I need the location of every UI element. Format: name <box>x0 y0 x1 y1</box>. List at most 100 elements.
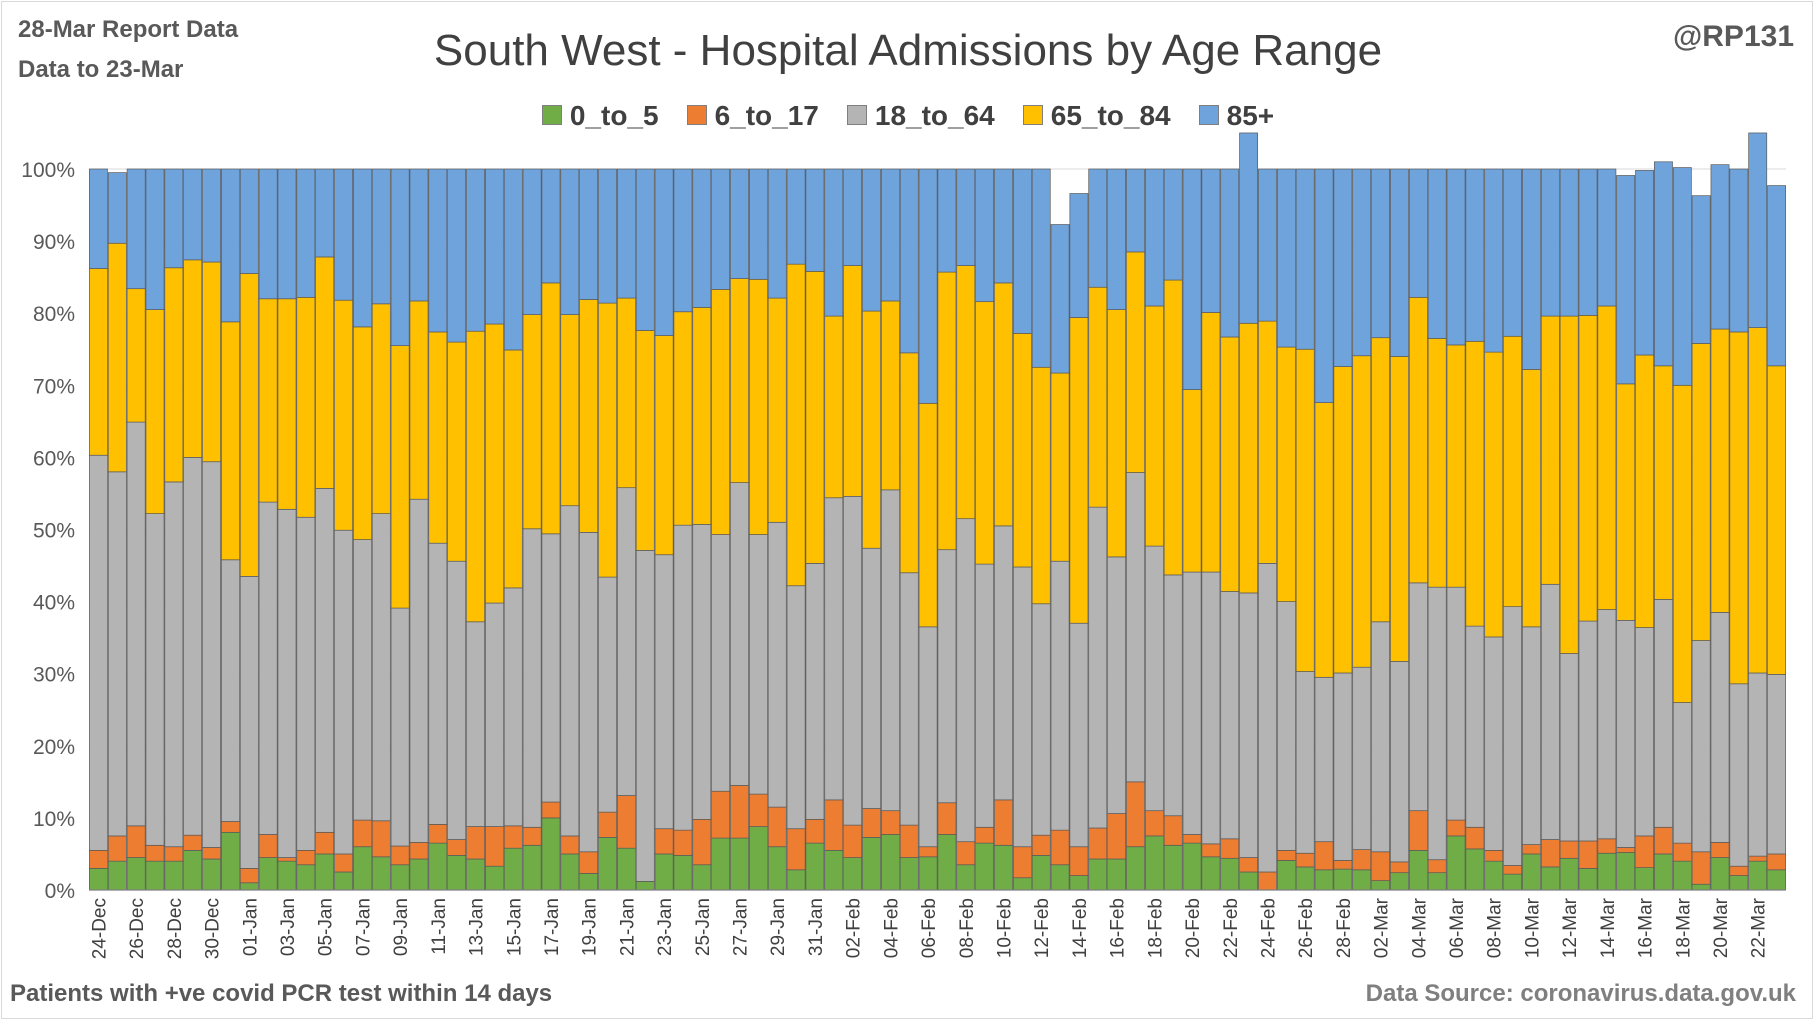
bar-segment-65-to-84 <box>1635 354 1654 628</box>
bar-segment-85- <box>937 168 957 273</box>
bar-segment-65-to-84 <box>1465 340 1485 627</box>
bar-segment-85- <box>334 168 353 301</box>
bar-segment-0-to-5 <box>1691 883 1711 891</box>
bar-segment-85- <box>994 168 1013 284</box>
bar-segment-85- <box>371 168 391 305</box>
x-tick-label: 31-Jan <box>806 898 827 956</box>
bar-segment-65-to-84 <box>89 268 108 456</box>
bar-segment-0-to-5 <box>956 864 976 891</box>
bar-segment-65-to-84 <box>1012 333 1032 568</box>
bar-segment-18-to-64 <box>202 461 221 848</box>
bar-segment-18-to-64 <box>1220 591 1240 840</box>
bar-segment-18-to-64 <box>1371 621 1391 853</box>
bar-segment-18-to-64 <box>1333 672 1353 861</box>
x-tick-label: 22-Feb <box>1221 898 1242 958</box>
bar-segment-18-to-64 <box>994 525 1013 801</box>
bar-segment-85- <box>428 168 448 333</box>
bar-segment-65-to-84 <box>202 261 221 463</box>
bar-segment-85- <box>522 168 542 315</box>
bar-segment-6-to-17 <box>1522 844 1541 855</box>
bar-segment-18-to-64 <box>522 528 542 828</box>
bar-segment-0-to-5 <box>1635 867 1654 891</box>
bar-segment-65-to-84 <box>1503 335 1522 607</box>
bar-segment-6-to-17 <box>1276 849 1296 861</box>
bar-segment-85- <box>1710 164 1730 330</box>
bar-segment-6-to-17 <box>1163 815 1183 846</box>
bar-segment-0-to-5 <box>371 856 391 891</box>
x-tick-label: 12-Mar <box>1560 897 1581 958</box>
bar-segment-6-to-17 <box>1201 843 1221 858</box>
bar-segment-0-to-5 <box>1163 844 1183 891</box>
bar-segment-0-to-5 <box>221 831 240 891</box>
bar-segment-85- <box>598 168 617 304</box>
bar-segment-85- <box>1012 168 1032 334</box>
bar-segment-18-to-64 <box>409 498 429 843</box>
x-tick-label: 06-Feb <box>919 898 940 958</box>
bar-segment-0-to-5 <box>1672 860 1692 891</box>
bar-segment-6-to-17 <box>1144 810 1164 837</box>
bar-segment-65-to-84 <box>183 259 203 458</box>
bar-segment-65-to-84 <box>1597 305 1617 610</box>
chart-title: South West - Hospital Admissions by Age … <box>433 26 1383 75</box>
bar-segment-18-to-64 <box>692 524 712 820</box>
x-tick-label: 26-Dec <box>127 898 148 959</box>
bar-segment-65-to-84 <box>1352 355 1372 668</box>
bar-segment-65-to-84 <box>1163 279 1183 576</box>
x-tick-label: 04-Mar <box>1409 897 1430 958</box>
bar-segment-0-to-5 <box>1446 835 1466 891</box>
bar-segment-18-to-64 <box>730 482 749 786</box>
bar-segment-18-to-64 <box>1352 666 1372 850</box>
bar-segment-65-to-84 <box>730 278 749 483</box>
bar-segment-0-to-5 <box>1107 858 1127 891</box>
bar-segment-6-to-17 <box>880 810 900 835</box>
bar-segment-85- <box>1276 168 1296 348</box>
bar-segment-18-to-64 <box>956 518 976 843</box>
legend-label: 6_to_17 <box>714 100 819 131</box>
bar-segment-6-to-17 <box>409 842 429 860</box>
bar-segment-0-to-5 <box>1239 871 1259 891</box>
bar-segment-0-to-5 <box>730 837 749 891</box>
bar-segment-18-to-64 <box>258 501 278 835</box>
bar-segment-85- <box>673 168 693 313</box>
bar-segment-0-to-5 <box>616 847 636 891</box>
bar-segment-18-to-64 <box>1012 566 1032 848</box>
x-tick-label: 23-Jan <box>655 898 676 956</box>
bar-segment-18-to-64 <box>1672 702 1692 844</box>
bar-segment-0-to-5 <box>202 858 221 891</box>
bar-segment-0-to-5 <box>1031 855 1051 891</box>
bar-segment-65-to-84 <box>1031 366 1051 605</box>
x-tick-label: 04-Feb <box>881 898 902 958</box>
bar-segment-85- <box>1182 168 1202 390</box>
bar-segment-6-to-17 <box>918 846 938 858</box>
bar-segment-65-to-84 <box>862 310 881 549</box>
bar-segment-85- <box>1239 132 1259 324</box>
bar-segment-18-to-64 <box>296 516 316 851</box>
bar-segment-6-to-17 <box>1729 865 1749 876</box>
bar-segment-18-to-64 <box>937 549 957 804</box>
bar-segment-18-to-64 <box>503 587 523 827</box>
x-tick-label: 21-Jan <box>617 898 638 956</box>
bar-segment-18-to-64 <box>447 560 467 840</box>
bar-segment-6-to-17 <box>503 825 523 849</box>
bar-segment-0-to-5 <box>1050 864 1070 891</box>
bar-segment-6-to-17 <box>1465 826 1485 850</box>
bar-segment-85- <box>1069 193 1089 318</box>
bar-segment-18-to-64 <box>862 547 881 809</box>
bar-segment-6-to-17 <box>221 821 240 833</box>
bar-segment-0-to-5 <box>635 880 655 891</box>
bar-segment-18-to-64 <box>277 508 297 858</box>
bar-segment-18-to-64 <box>1069 622 1089 848</box>
y-tick-label: 80% <box>33 303 75 326</box>
bar-segment-18-to-64 <box>579 532 599 853</box>
bar-segment-18-to-64 <box>673 524 693 831</box>
x-tick-label: 16-Feb <box>1108 898 1129 958</box>
bar-segment-6-to-17 <box>183 834 203 851</box>
bar-segment-18-to-64 <box>1503 606 1522 866</box>
bar-segment-85- <box>880 168 900 302</box>
bar-segment-85- <box>1220 168 1240 338</box>
x-tick-label: 05-Jan <box>316 898 337 956</box>
bar-segment-65-to-84 <box>1390 356 1409 662</box>
bar-segment-65-to-84 <box>748 278 768 535</box>
bar-segment-85- <box>1107 168 1127 310</box>
bar-segment-18-to-64 <box>315 488 335 833</box>
